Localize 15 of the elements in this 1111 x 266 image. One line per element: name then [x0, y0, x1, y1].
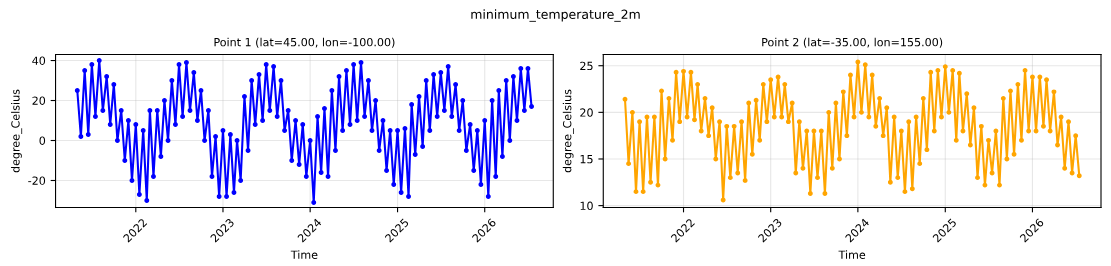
y-axis-title: degree_Celsius — [11, 89, 23, 173]
y-tick-label: 10 — [580, 201, 593, 210]
y-tick-label: 15 — [580, 155, 593, 164]
text: minimum_temperature_2m — [471, 9, 640, 22]
y-tick-label: 40 — [32, 56, 46, 65]
x-axis-title: Time — [838, 250, 866, 259]
y-tick-label: 0 — [39, 136, 46, 145]
chart-title: Point 2 (lat=-35.00, lon=155.00) — [762, 37, 943, 48]
x-axis-title: Time — [290, 250, 318, 259]
y-axis-title: degree_Celsius — [562, 89, 574, 173]
chart-title: Point 1 (lat=45.00, lon=-100.00) — [214, 37, 395, 48]
y-tick-label: -20 — [28, 176, 46, 185]
y-tick-label: 20 — [32, 96, 46, 105]
y-tick-label: 20 — [580, 108, 593, 117]
y-tick-label: 25 — [580, 61, 593, 71]
